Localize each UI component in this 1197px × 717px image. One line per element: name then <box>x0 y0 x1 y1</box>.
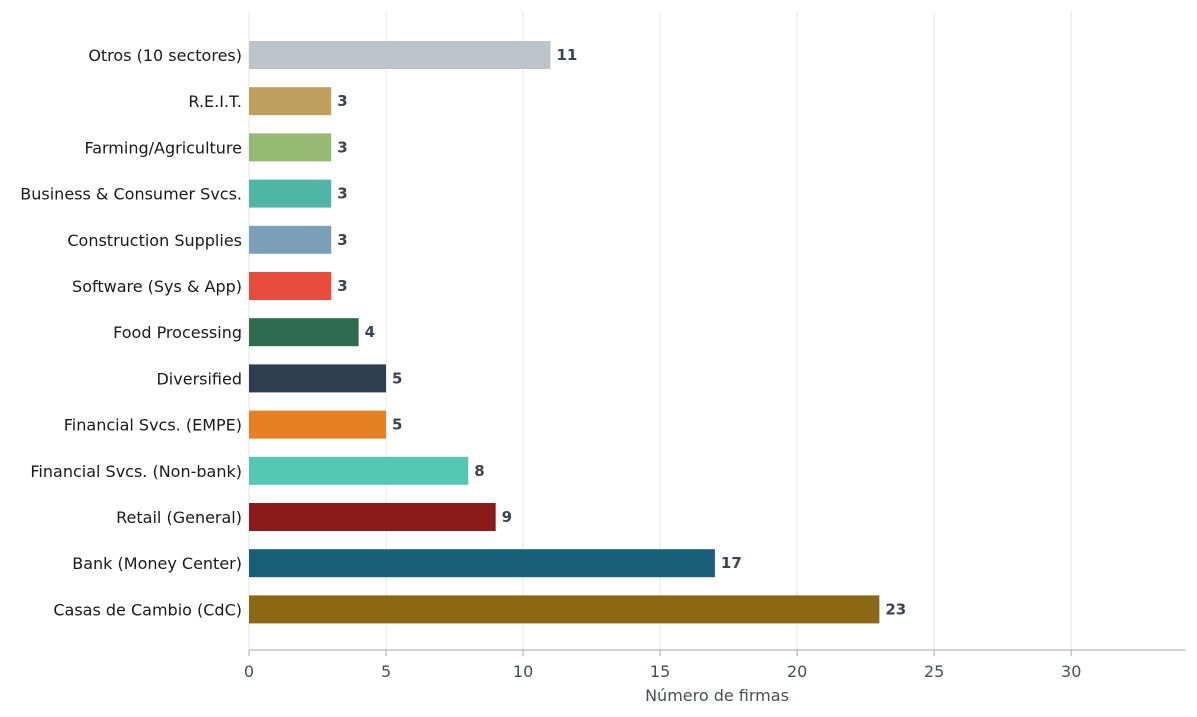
x-tick-label: 30 <box>1061 662 1081 681</box>
x-tick-label: 25 <box>924 662 944 681</box>
x-tick-label: 15 <box>650 662 670 681</box>
value-label: 4 <box>365 323 375 341</box>
x-axis: 0 5 10 15 20 25 30 <box>244 649 1185 681</box>
bar <box>249 87 332 116</box>
value-label: 11 <box>556 46 577 64</box>
value-label: 3 <box>337 185 347 203</box>
category-label: Software (Sys & App) <box>72 277 242 296</box>
value-label: 3 <box>337 277 347 295</box>
category-label: Financial Svcs. (EMPE) <box>64 416 242 435</box>
x-tick-label: 10 <box>513 662 533 681</box>
value-label: 3 <box>337 92 347 110</box>
x-tick-label: 0 <box>244 662 254 681</box>
category-label: Construction Supplies <box>67 231 242 250</box>
value-label: 3 <box>337 231 347 249</box>
bars <box>249 41 880 624</box>
grid-lines <box>248 12 1072 650</box>
category-label: Financial Svcs. (Non-bank) <box>30 462 242 481</box>
category-label: R.E.I.T. <box>188 92 242 111</box>
category-label: Diversified <box>156 369 242 388</box>
bar <box>249 456 469 485</box>
category-label: Casas de Cambio (CdC) <box>53 600 242 619</box>
bar <box>249 410 387 439</box>
bar <box>249 272 332 300</box>
category-label: Retail (General) <box>116 508 242 527</box>
value-labels: 11 3 3 3 3 3 4 5 5 8 9 17 23 <box>337 46 906 618</box>
x-tick-label: 20 <box>787 662 807 681</box>
category-label: Business & Consumer Svcs. <box>20 185 242 204</box>
value-label: 23 <box>885 600 906 618</box>
value-label: 5 <box>392 369 402 387</box>
x-tick-label: 5 <box>381 662 391 681</box>
category-label: Food Processing <box>113 323 242 342</box>
bar <box>249 225 332 254</box>
value-label: 3 <box>337 138 347 156</box>
bar <box>249 364 387 393</box>
category-label: Farming/Agriculture <box>84 138 242 157</box>
bar <box>249 549 715 578</box>
bar <box>249 318 359 347</box>
value-label: 9 <box>502 508 512 526</box>
value-label: 17 <box>721 554 742 572</box>
value-label: 5 <box>392 416 402 434</box>
category-label: Otros (10 sectores) <box>88 46 242 65</box>
bar <box>249 179 332 208</box>
bar <box>249 595 880 624</box>
bar <box>249 133 332 162</box>
bar <box>249 503 496 531</box>
category-label: Bank (Money Center) <box>72 554 242 573</box>
bar <box>249 41 551 69</box>
category-labels: Otros (10 sectores) R.E.I.T. Farming/Agric… <box>20 46 242 619</box>
x-axis-title: Número de firmas <box>645 686 789 705</box>
value-label: 8 <box>474 462 484 480</box>
